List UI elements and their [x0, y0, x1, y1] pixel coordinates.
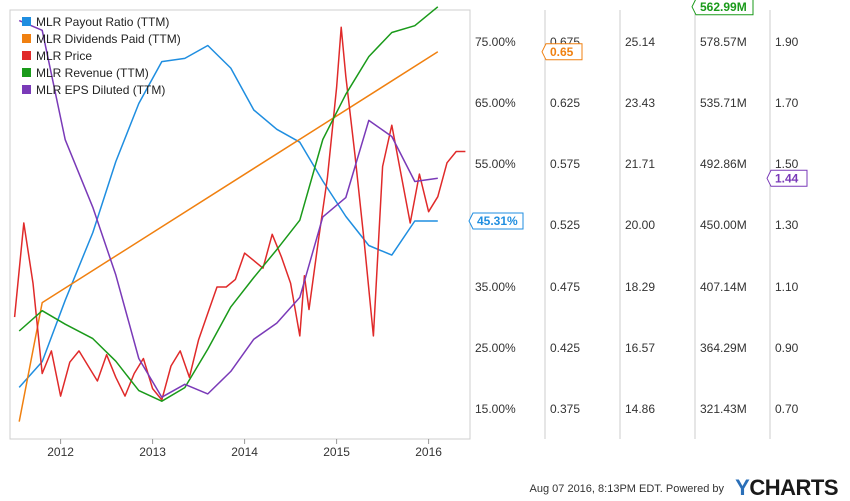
ycharts-logo: YCHARTS [735, 475, 838, 501]
y-tick-label-3-4: 407.14M [700, 280, 747, 294]
series-line-1 [18, 51, 439, 422]
x-tick-label-1: 2013 [139, 445, 166, 459]
y-tick-label-2-3: 20.00 [625, 218, 655, 232]
y-tick-label-1-3: 0.525 [550, 218, 580, 232]
y-tick-label-3-6: 321.43M [700, 402, 747, 416]
y-tick-label-2-0: 25.14 [625, 35, 655, 49]
y-tick-label-4-1: 1.70 [775, 96, 799, 110]
last-value-label-0: 45.31% [477, 214, 518, 228]
y-tick-label-0-2: 55.00% [475, 157, 516, 171]
legend-swatch-3 [22, 68, 31, 77]
last-value-labels: 45.31% 0.65 562.99M 1.44 [468, 0, 808, 230]
footer-timestamp: Aug 07 2016, 8:13PM EDT. Powered by [530, 483, 724, 495]
y-tick-label-0-1: 65.00% [475, 96, 516, 110]
legend-swatch-4 [22, 85, 31, 94]
timestamp-text: Aug 07 2016, 8:13PM EDT. [529, 483, 663, 495]
axis-dividers [544, 10, 771, 439]
y-tick-label-0-6: 15.00% [475, 402, 516, 416]
series-line-2 [13, 26, 466, 401]
legend-label-0: MLR Payout Ratio (TTM) [36, 15, 169, 29]
x-tick-label-0: 2012 [47, 445, 74, 459]
x-tick-label-2: 2014 [231, 445, 258, 459]
y-tick-label-1-1: 0.625 [550, 96, 580, 110]
last-value-box-0 [468, 212, 524, 230]
legend-label-1: MLR Dividends Paid (TTM) [36, 32, 181, 46]
y-tick-label-4-5: 0.90 [775, 341, 799, 355]
y-tick-label-3-3: 450.00M [700, 218, 747, 232]
y-tick-label-0-4: 35.00% [475, 280, 516, 294]
logo-y: Y [735, 475, 750, 500]
y-tick-label-1-4: 0.475 [550, 280, 580, 294]
y-tick-label-4-4: 1.10 [775, 280, 799, 294]
legend: MLR Payout Ratio (TTM) MLR Dividends Paid… [22, 15, 181, 97]
logo-rest: CHARTS [749, 475, 838, 500]
x-tick-label-3: 2015 [323, 445, 350, 459]
y-tick-label-3-2: 492.86M [700, 157, 747, 171]
y-tick-label-4-0: 1.90 [775, 35, 799, 49]
y-tick-label-2-2: 21.71 [625, 157, 655, 171]
last-value-box-4 [766, 169, 808, 187]
x-axis: 2012 2013 2014 2015 2016 [47, 439, 442, 459]
last-value-box-3 [691, 0, 754, 16]
legend-label-2: MLR Price [36, 49, 92, 63]
y-tick-label-0-0: 75.00% [475, 35, 516, 49]
y-tick-label-2-1: 23.43 [625, 96, 655, 110]
y-tick-label-4-2: 1.50 [775, 157, 799, 171]
legend-swatch-2 [22, 51, 31, 60]
y-axes: 75.00%65.00%55.00%45.00%35.00%25.00%15.0… [475, 35, 799, 416]
last-value-box-1 [541, 43, 583, 61]
legend-swatch-0 [22, 17, 31, 26]
series-line-0 [18, 44, 438, 388]
y-tick-label-3-0: 578.57M [700, 35, 747, 49]
plot-area [9, 6, 471, 440]
last-value-label-1: 0.65 [550, 45, 574, 59]
legend-swatch-1 [22, 34, 31, 43]
series-line-3 [18, 6, 439, 402]
legend-label-3: MLR Revenue (TTM) [36, 66, 149, 80]
legend-label-4: MLR EPS Diluted (TTM) [36, 83, 165, 97]
y-tick-label-2-6: 14.86 [625, 402, 655, 416]
series-line-4 [18, 19, 438, 398]
y-tick-label-3-1: 535.71M [700, 96, 747, 110]
powered-by-text: Powered by [665, 483, 724, 495]
y-tick-label-4-3: 1.30 [775, 218, 799, 232]
y-tick-label-3-5: 364.29M [700, 341, 747, 355]
footer: Aug 07 2016, 8:13PM EDT. Powered by YCHA… [0, 472, 850, 501]
y-tick-label-1-5: 0.425 [550, 341, 580, 355]
y-tick-label-2-4: 18.29 [625, 280, 655, 294]
plot-border [9, 9, 471, 440]
series-layer [13, 6, 466, 422]
y-tick-label-4-6: 0.70 [775, 402, 799, 416]
y-tick-label-1-2: 0.575 [550, 157, 580, 171]
x-tick-label-4: 2016 [415, 445, 442, 459]
last-value-label-3: 562.99M [700, 0, 747, 14]
y-tick-label-2-5: 16.57 [625, 341, 655, 355]
y-tick-label-0-5: 25.00% [475, 341, 516, 355]
last-value-label-4: 1.44 [775, 171, 799, 185]
y-tick-label-1-6: 0.375 [550, 402, 580, 416]
